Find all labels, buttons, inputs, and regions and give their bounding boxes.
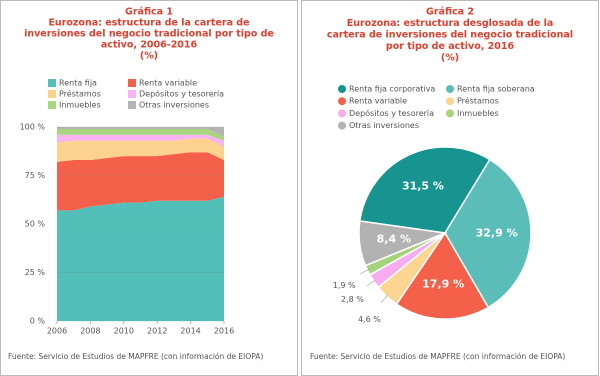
chart-subtitle: (%) (441, 53, 459, 64)
legend-label: Préstamos (59, 89, 101, 99)
y-tick-label: 75 % (25, 171, 46, 180)
x-tick-label: 2012 (147, 327, 167, 336)
area (57, 138, 224, 162)
pie-slice (358, 220, 448, 267)
leader-line (359, 269, 370, 275)
data-label: 1,9 % (333, 281, 356, 290)
legend-label: Renta fija soberana (457, 85, 535, 94)
legend-swatch (338, 97, 346, 106)
chart-title: Eurozona: estructura de la cartera de (48, 18, 249, 29)
legend-swatch (446, 97, 454, 106)
chart-subtitle: (%) (140, 51, 158, 62)
legend-label: Depósitos y tesorería (139, 89, 224, 99)
legend-swatch (128, 90, 136, 98)
pie-slice (395, 231, 490, 320)
area (57, 196, 224, 321)
legend-label: Préstamos (457, 96, 499, 106)
source: Fuente: Servicio de Estudios de MAPFRE (… (8, 352, 263, 361)
source: Fuente: Servicio de Estudios de MAPFRE (… (310, 352, 565, 361)
data-label: 32,9 % (476, 227, 518, 240)
chart-label: Gráfica 1 (125, 7, 173, 18)
pie-slice (444, 158, 532, 309)
chart-title: inversiones del negocio tradicional por … (24, 29, 274, 40)
legend-swatch (446, 109, 454, 118)
legend-label: Depósitos y tesorería (349, 108, 434, 118)
legend-label: Renta variable (349, 97, 407, 106)
chart-label: Gráfica 2 (426, 7, 474, 18)
area (57, 134, 224, 147)
x-tick-label: 2008 (80, 327, 100, 336)
legend-swatch (446, 85, 454, 93)
legend-label: Otras inversiones (139, 101, 209, 110)
data-label: 17,9 % (422, 278, 464, 291)
area (57, 152, 224, 211)
x-tick-label: 2016 (214, 327, 234, 336)
legend-label: Renta variable (139, 79, 197, 88)
y-tick-label: 100 % (20, 123, 46, 132)
legend-label: Renta fija corporativa (349, 85, 435, 94)
y-tick-label: 25 % (25, 268, 46, 277)
leader-line (366, 280, 376, 287)
data-label: 31,5 % (402, 179, 444, 192)
data-label: 4,6 % (358, 315, 381, 324)
legend-label: Renta fija (59, 79, 97, 88)
leader-line (380, 294, 389, 303)
data-label: 2,8 % (341, 295, 364, 304)
legend-label: Inmuebles (457, 109, 499, 118)
legend-swatch (128, 79, 136, 87)
legend-swatch (128, 101, 136, 109)
x-tick-label: 2014 (180, 327, 200, 336)
chart-title: por tipo de activo, 2016 (386, 41, 515, 52)
legend-swatch (48, 79, 56, 87)
legend-label: Inmuebles (59, 101, 101, 110)
legend-swatch (48, 90, 56, 98)
legend-swatch (338, 85, 346, 93)
legend-swatch (338, 121, 346, 130)
area (57, 128, 224, 141)
chart-title: cartera de inversiones del negocio tradi… (327, 30, 573, 41)
legend-label: Otras inversiones (349, 121, 419, 130)
x-tick-label: 2010 (114, 327, 134, 336)
data-label: 8,4 % (377, 232, 411, 245)
chart-title: activo, 2006-2016 (101, 40, 198, 51)
chart-title: Eurozona: estructura desglosada de la (347, 18, 554, 29)
legend-swatch (48, 101, 56, 109)
y-tick-label: 50 % (25, 220, 46, 229)
legend-swatch (338, 109, 346, 118)
area (57, 127, 224, 137)
x-tick-label: 2006 (47, 327, 67, 336)
y-tick-label: 0 % (30, 317, 46, 326)
